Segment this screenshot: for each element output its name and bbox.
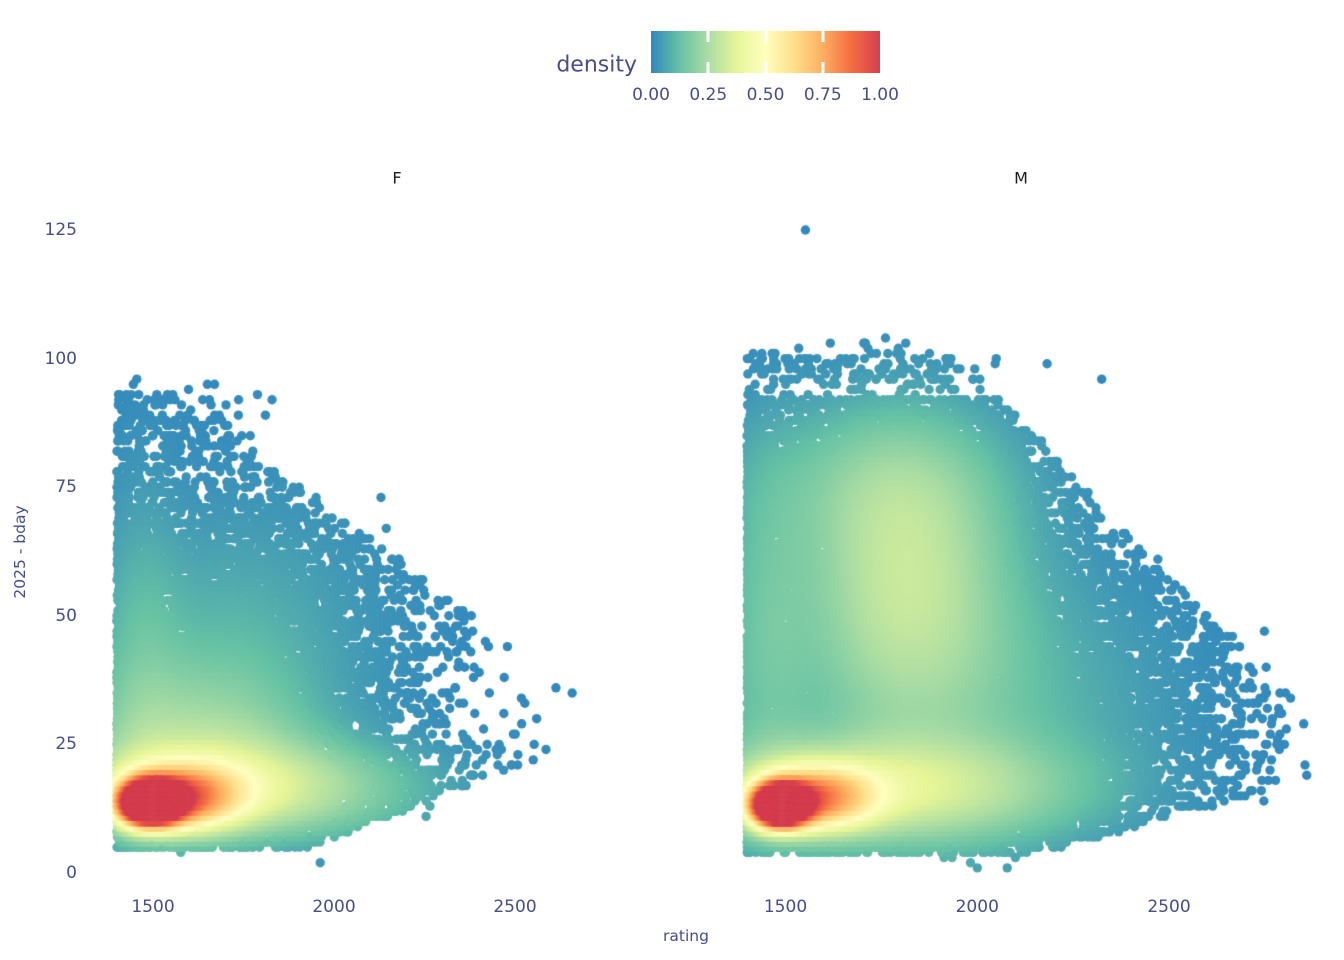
y-tick-label: 0 — [66, 863, 77, 883]
x-tick-label: 1500 — [131, 897, 175, 917]
legend-tick-label: 0.75 — [803, 85, 842, 105]
x-axis-title: rating — [663, 927, 709, 945]
legend-tick-label: 0.00 — [632, 85, 670, 105]
x-tick-label: 2000 — [955, 897, 999, 917]
y-tick-label: 50 — [55, 605, 77, 626]
x-tick-label: 2000 — [312, 897, 356, 917]
legend-tick-label: 0.25 — [689, 85, 728, 105]
legend-tick-label: 1.00 — [861, 85, 899, 105]
colorbar-tick-mark — [706, 62, 710, 73]
colorbar-tick-mark — [764, 31, 767, 42]
x-tick-label: 2500 — [1147, 897, 1191, 917]
x-tick-label: 2500 — [493, 897, 537, 917]
legend-tick-label: 0.50 — [746, 85, 785, 105]
facet-label-m: M — [1014, 168, 1028, 188]
colorbar-tick-mark — [706, 31, 710, 42]
y-axis-title: 2025 - bday — [11, 505, 29, 599]
y-tick-label: 125 — [44, 220, 77, 240]
colorbar-gradient — [651, 31, 880, 73]
y-tick-label: 75 — [55, 477, 77, 498]
colorbar-tick-mark — [821, 62, 825, 73]
facet-label-f: F — [392, 168, 402, 188]
y-tick-label: 25 — [55, 734, 77, 755]
x-tick-label: 1500 — [763, 897, 808, 917]
colorbar-tick-mark — [821, 31, 825, 42]
colorbar-tick-mark — [764, 62, 767, 73]
y-tick-label: 100 — [44, 348, 77, 369]
legend-title: density — [556, 52, 637, 78]
